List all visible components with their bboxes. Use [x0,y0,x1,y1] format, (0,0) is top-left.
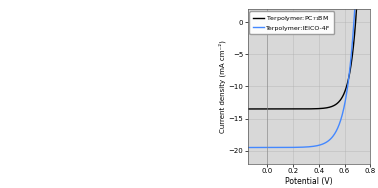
Line: Terpolymer:IEICO-4F: Terpolymer:IEICO-4F [248,0,368,148]
Terpolymer:PC$_{71}$BM [245,108,250,110]
Terpolymer:IEICO-4F [321,143,325,145]
Terpolymer:IEICO-4F [245,146,250,149]
Terpolymer:PC$_{71}$BM [321,107,325,109]
Terpolymer:IEICO-4F [293,146,297,149]
Terpolymer:PC$_{71}$BM [293,108,297,110]
Terpolymer:IEICO-4F [285,146,289,149]
Terpolymer:PC$_{71}$BM [285,108,289,110]
Legend: Terpolymer:PC$_{71}$BM, Terpolymer:IEICO-4F: Terpolymer:PC$_{71}$BM, Terpolymer:IEICO… [249,11,334,34]
Terpolymer:PC$_{71}$BM [332,104,337,106]
Terpolymer:PC$_{71}$BM [333,104,337,106]
X-axis label: Potential (V): Potential (V) [285,177,333,186]
Terpolymer:PC$_{71}$BM [260,108,264,110]
Y-axis label: Current density (mA cm⁻²): Current density (mA cm⁻²) [218,40,226,133]
Terpolymer:IEICO-4F [332,133,337,135]
Terpolymer:IEICO-4F [333,132,337,134]
Line: Terpolymer:PC$_{71}$BM: Terpolymer:PC$_{71}$BM [248,0,368,109]
Terpolymer:IEICO-4F [260,146,264,149]
